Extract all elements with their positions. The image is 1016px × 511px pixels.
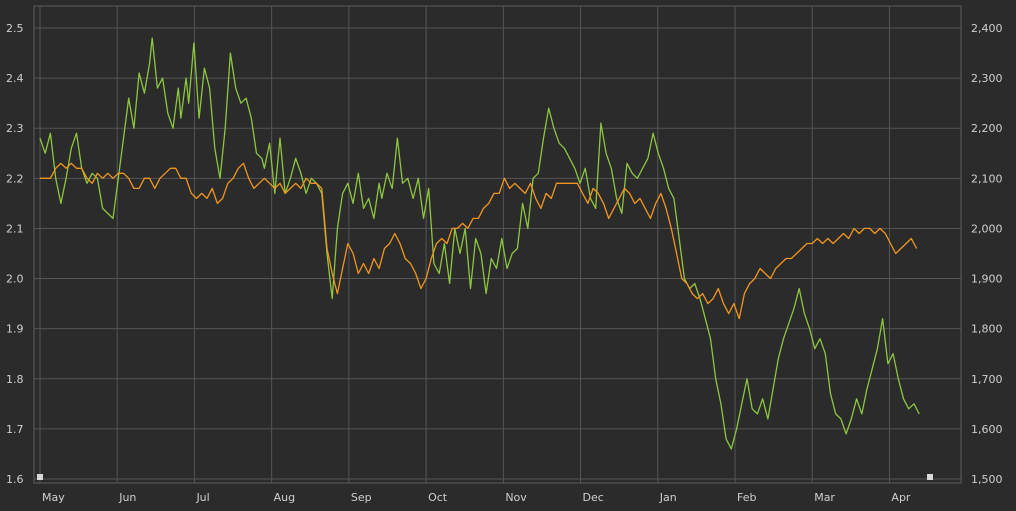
series-line-green bbox=[39, 37, 920, 450]
y-left-tick-label: 2.0 bbox=[6, 273, 24, 286]
x-tick-label: Aug bbox=[274, 491, 295, 504]
x-tick-label: Sep bbox=[351, 491, 372, 504]
range-end-handle[interactable] bbox=[927, 474, 933, 480]
x-tick-label: Jan bbox=[659, 491, 677, 504]
series-layer bbox=[39, 37, 920, 450]
y-right-tick-label: 1,500 bbox=[971, 473, 1003, 486]
y-left-tick-label: 2.1 bbox=[6, 222, 24, 235]
y-right-tick-label: 1,700 bbox=[971, 373, 1003, 386]
y-right-tick-label: 1,800 bbox=[971, 323, 1003, 336]
y-left-tick-label: 1.8 bbox=[6, 373, 24, 386]
y-left-tick-label: 1.6 bbox=[6, 473, 24, 486]
y-left-tick-label: 2.5 bbox=[6, 22, 24, 35]
range-start-handle[interactable] bbox=[37, 474, 43, 480]
plot-frame bbox=[33, 5, 962, 484]
x-tick-label: Dec bbox=[583, 491, 604, 504]
series-line-orange bbox=[40, 162, 918, 320]
y-right-tick-label: 1,600 bbox=[971, 423, 1003, 436]
x-tick-label: Jun bbox=[118, 491, 136, 504]
y-right-tick-label: 1,900 bbox=[971, 273, 1003, 286]
x-tick-label: Apr bbox=[891, 491, 911, 504]
y-left-tick-label: 2.3 bbox=[6, 122, 24, 135]
y-left-tick-label: 2.4 bbox=[6, 72, 24, 85]
y-right-tick-label: 2,100 bbox=[971, 172, 1003, 185]
y-left-tick-label: 1.9 bbox=[6, 323, 24, 336]
x-tick-label: Oct bbox=[428, 491, 448, 504]
right-axis-ticks: 1,500 1,600 1,700 1,800 1,900 2,000 2,100 2,200… bbox=[971, 22, 1003, 486]
y-right-tick-label: 2,200 bbox=[971, 122, 1003, 135]
y-left-tick-label: 2.2 bbox=[6, 172, 24, 185]
x-axis-ticks: May Jun Jul Aug Sep Oct Nov Dec Jan Feb Mar Apr bbox=[42, 491, 911, 504]
x-tick-label: Mar bbox=[814, 491, 835, 504]
x-tick-label: Nov bbox=[505, 491, 527, 504]
y-right-tick-label: 2,300 bbox=[971, 72, 1003, 85]
x-tick-label: May bbox=[42, 491, 65, 504]
grid-layer bbox=[34, 6, 961, 483]
x-tick-label: Jul bbox=[195, 491, 209, 504]
y-right-tick-label: 2,400 bbox=[971, 22, 1003, 35]
y-left-tick-label: 1.7 bbox=[6, 423, 24, 436]
y-right-tick-label: 2,000 bbox=[971, 222, 1003, 235]
left-axis-ticks: 1.6 1.7 1.8 1.9 2.0 2.1 2.2 2.3 2.4 2.5 bbox=[6, 22, 24, 486]
x-tick-label: Feb bbox=[737, 491, 756, 504]
